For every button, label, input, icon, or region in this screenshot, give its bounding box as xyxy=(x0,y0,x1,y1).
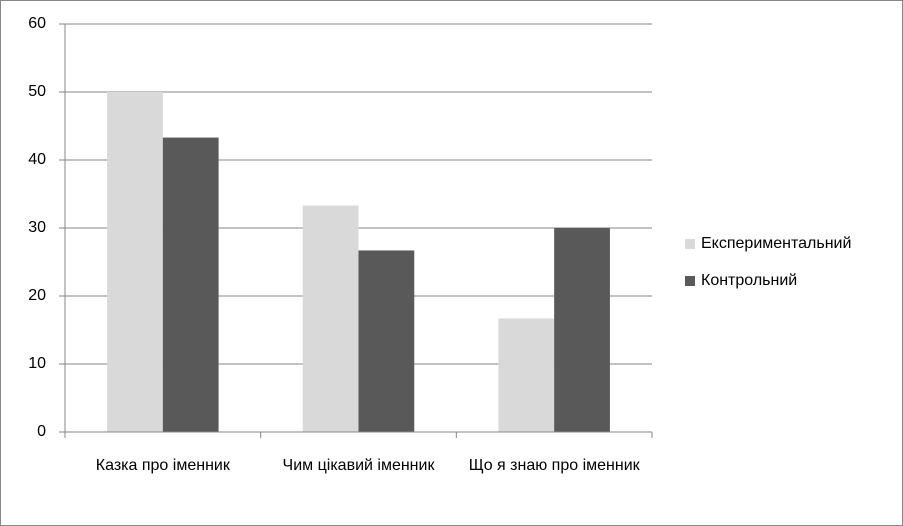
bar xyxy=(498,318,555,432)
legend-swatch xyxy=(685,276,695,286)
bar xyxy=(107,92,163,432)
bar xyxy=(554,228,610,432)
bar xyxy=(162,137,219,432)
y-tick-label: 60 xyxy=(28,15,46,32)
bar xyxy=(358,250,415,432)
y-tick-label: 0 xyxy=(37,423,46,440)
legend-swatch xyxy=(685,239,695,249)
y-tick-label: 50 xyxy=(28,83,46,100)
y-tick-label: 30 xyxy=(28,219,46,236)
legend-label: Контрольний xyxy=(701,272,797,289)
x-tick-label: Чим цікавий іменник xyxy=(282,457,435,474)
bar xyxy=(302,205,359,432)
y-tick-label: 10 xyxy=(28,355,46,372)
x-tick-label: Що я знаю про іменник xyxy=(468,457,640,474)
x-tick-label: Казка про іменник xyxy=(95,457,230,474)
legend-label: Експериментальний xyxy=(701,235,851,252)
y-tick-label: 20 xyxy=(28,287,46,304)
y-tick-label: 40 xyxy=(28,151,46,168)
